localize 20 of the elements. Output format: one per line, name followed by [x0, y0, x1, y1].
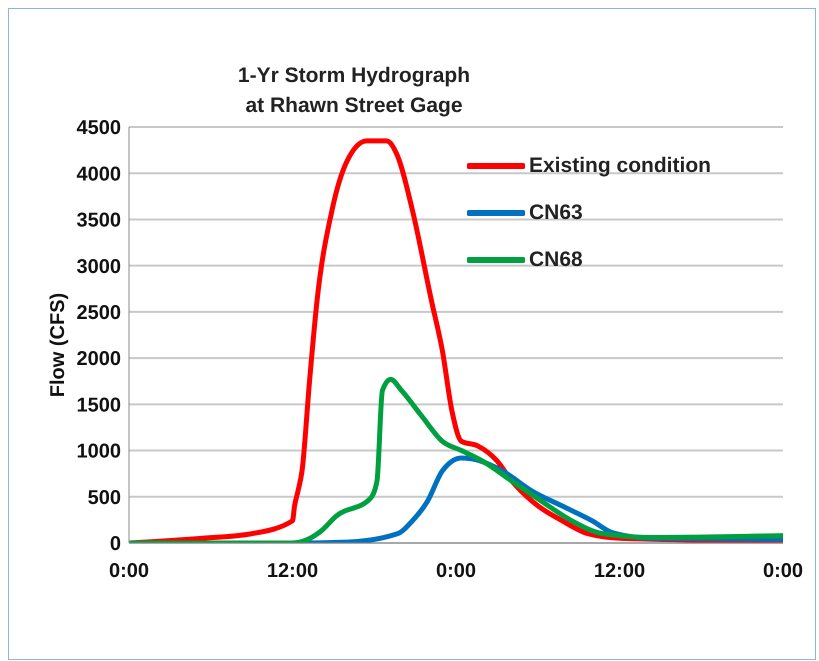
y-tick-label: 3500: [76, 210, 121, 232]
y-tick-label: 4000: [76, 163, 121, 186]
x-tick-label: 12:00: [266, 560, 318, 582]
x-tick-label: 12:00: [594, 560, 646, 582]
x-tick-label: 0:00: [762, 560, 804, 582]
x-tick-label: 0:00: [436, 560, 476, 582]
y-tick-label: 0: [110, 533, 121, 556]
chart-title: 1-Yr Storm Hydrograph at Rhawn Street Gage: [236, 63, 472, 117]
legend-label: Existing condition: [529, 154, 711, 178]
y-tick-label: 2500: [76, 302, 121, 324]
x-tick-label: 0:00: [108, 560, 150, 582]
y-tick-label: 1000: [76, 440, 121, 463]
y-tick-label: 2000: [76, 348, 121, 370]
legend-label: CN68: [529, 248, 583, 272]
y-tick-label: 3000: [76, 256, 121, 278]
y-tick-label: 4500: [76, 117, 121, 140]
y-axis-title: Flow (CFS): [47, 292, 70, 398]
y-tick-label: 500: [88, 486, 121, 509]
y-tick-label: 1500: [76, 394, 121, 416]
legend-label: CN63: [529, 200, 583, 224]
